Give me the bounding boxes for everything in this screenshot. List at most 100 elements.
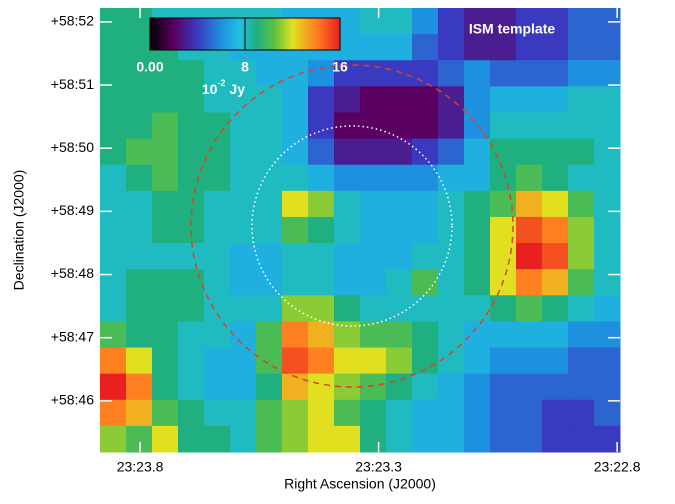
cell [126, 295, 153, 322]
cell [568, 34, 595, 61]
cell [464, 295, 491, 322]
cell [464, 373, 491, 401]
cell [542, 216, 569, 244]
cell [282, 216, 309, 244]
cell [360, 112, 387, 140]
cell [334, 295, 361, 322]
cell [360, 269, 387, 296]
cell [464, 8, 491, 35]
cell [412, 34, 439, 61]
cell [568, 373, 595, 401]
cell [542, 60, 569, 87]
cell [542, 112, 569, 140]
cell [516, 34, 543, 61]
cell [360, 190, 387, 218]
cell [490, 34, 517, 61]
cell [594, 164, 621, 192]
cell [282, 373, 309, 401]
cell [178, 164, 205, 192]
cell [464, 60, 491, 87]
cell [308, 243, 335, 270]
cell [516, 190, 543, 218]
cell [178, 425, 205, 453]
cell [256, 269, 283, 296]
cell [230, 269, 257, 296]
cell [542, 295, 569, 322]
cell [594, 373, 621, 401]
cell [308, 86, 335, 113]
cell [464, 190, 491, 218]
cell [360, 425, 387, 453]
x-tick-label: 23:23.8 [117, 459, 164, 475]
cell [308, 216, 335, 244]
cell [516, 112, 543, 140]
cell [334, 399, 361, 427]
cell [386, 60, 413, 87]
cell [516, 347, 543, 375]
cell [438, 60, 465, 87]
cell [126, 60, 153, 87]
cell [178, 295, 205, 322]
cell [230, 321, 257, 349]
cell [256, 60, 283, 87]
cell [230, 216, 257, 244]
cell [490, 347, 517, 375]
cell [126, 138, 153, 166]
cell [308, 112, 335, 140]
colorbar-label-exponent: -2 [217, 78, 225, 88]
cell [152, 138, 179, 166]
cell [516, 8, 543, 35]
cell [204, 190, 231, 218]
cell [282, 269, 309, 296]
cell [542, 138, 569, 166]
colorbar-tick-label: 0.00 [136, 59, 163, 75]
cell [126, 399, 153, 427]
cell [126, 190, 153, 218]
cell [490, 60, 517, 87]
cell [256, 86, 283, 113]
cell [386, 138, 413, 166]
cell [542, 8, 569, 35]
cell [464, 399, 491, 427]
cell [152, 190, 179, 218]
cell [516, 295, 543, 322]
cell [542, 243, 569, 270]
cell [178, 60, 205, 87]
cell [308, 164, 335, 192]
cell [126, 269, 153, 296]
cell [412, 216, 439, 244]
cell [464, 243, 491, 270]
cell [282, 399, 309, 427]
cell [594, 216, 621, 244]
cell [386, 399, 413, 427]
cell [516, 321, 543, 349]
y-tick-label: +58:52 [51, 13, 94, 29]
cell [490, 425, 517, 453]
cell [594, 269, 621, 296]
cell [126, 86, 153, 113]
cell [100, 112, 127, 140]
y-tick-label: +58:50 [51, 139, 94, 155]
cell [412, 112, 439, 140]
cell [100, 164, 127, 192]
cell [230, 190, 257, 218]
cell [230, 138, 257, 166]
cell [204, 60, 231, 87]
cell [516, 138, 543, 166]
cell [282, 164, 309, 192]
outer-aperture [190, 64, 514, 388]
cell [386, 190, 413, 218]
cell [308, 295, 335, 322]
cell [204, 243, 231, 270]
colorbar-label-base: 10 [202, 81, 218, 97]
cell [568, 399, 595, 427]
cell [516, 60, 543, 87]
cell [334, 425, 361, 453]
cell [360, 86, 387, 113]
cell [100, 321, 127, 349]
cell [542, 269, 569, 296]
cell [412, 190, 439, 218]
cell [594, 399, 621, 427]
cell [490, 164, 517, 192]
